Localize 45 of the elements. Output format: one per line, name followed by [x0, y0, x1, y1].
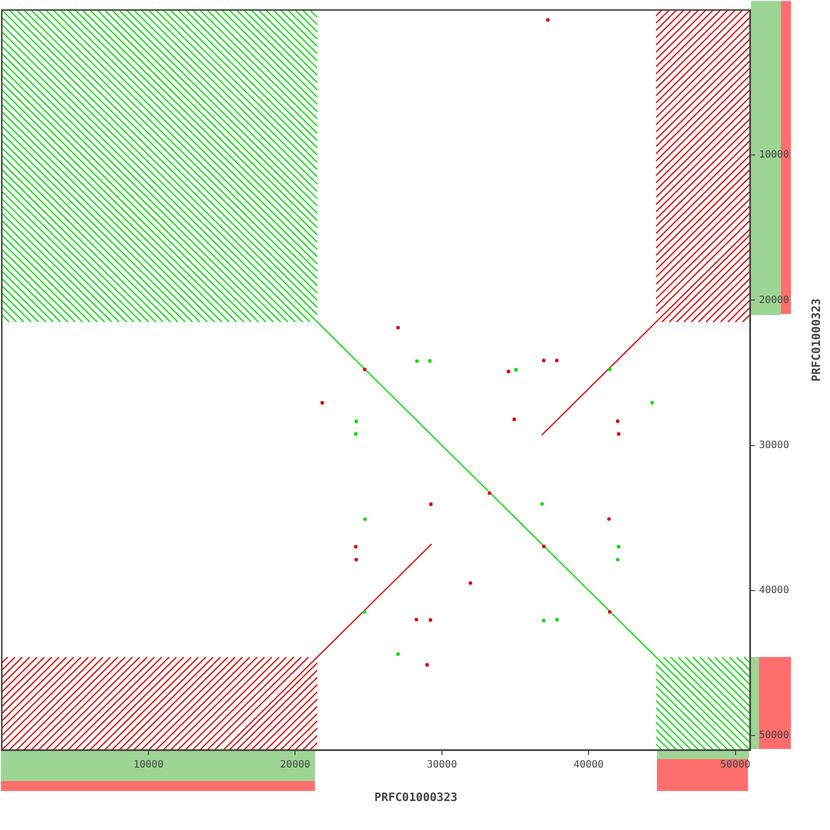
point — [608, 610, 612, 614]
point — [415, 359, 419, 363]
point — [354, 420, 358, 424]
point — [396, 652, 400, 656]
point — [542, 618, 546, 622]
y-tick-label: 50000 — [759, 730, 790, 742]
point — [488, 491, 492, 495]
point — [363, 517, 367, 521]
point — [616, 558, 620, 562]
point — [616, 544, 620, 549]
point — [354, 558, 358, 562]
point — [546, 18, 550, 22]
x-tick-label: 40000 — [574, 760, 604, 771]
point — [362, 610, 366, 614]
point — [607, 517, 611, 521]
point — [468, 581, 472, 585]
x-axis-title: PRFC01000323 — [374, 790, 458, 804]
x-tick-label: 10000 — [133, 760, 164, 771]
point — [554, 358, 559, 362]
y-tick-label: 40000 — [759, 584, 790, 596]
point — [512, 418, 516, 422]
point — [650, 400, 654, 405]
y-tick-label: 30000 — [759, 440, 790, 451]
point — [414, 618, 418, 622]
point — [542, 358, 546, 362]
point — [506, 370, 510, 374]
point — [354, 544, 358, 549]
point — [514, 368, 518, 372]
y-axis-title: PRFC01000323 — [808, 298, 823, 382]
point — [540, 502, 544, 506]
x-tick-label: 20000 — [280, 760, 310, 771]
point — [608, 368, 612, 372]
point — [354, 432, 358, 436]
point — [396, 326, 400, 330]
point — [542, 544, 546, 548]
point — [425, 663, 429, 667]
point — [616, 432, 620, 436]
point — [320, 400, 324, 405]
x-tick-label: 30000 — [426, 760, 457, 771]
point — [428, 618, 432, 622]
point — [555, 618, 559, 622]
point — [362, 368, 367, 372]
point — [429, 502, 433, 506]
point — [428, 359, 432, 363]
point — [616, 419, 620, 424]
